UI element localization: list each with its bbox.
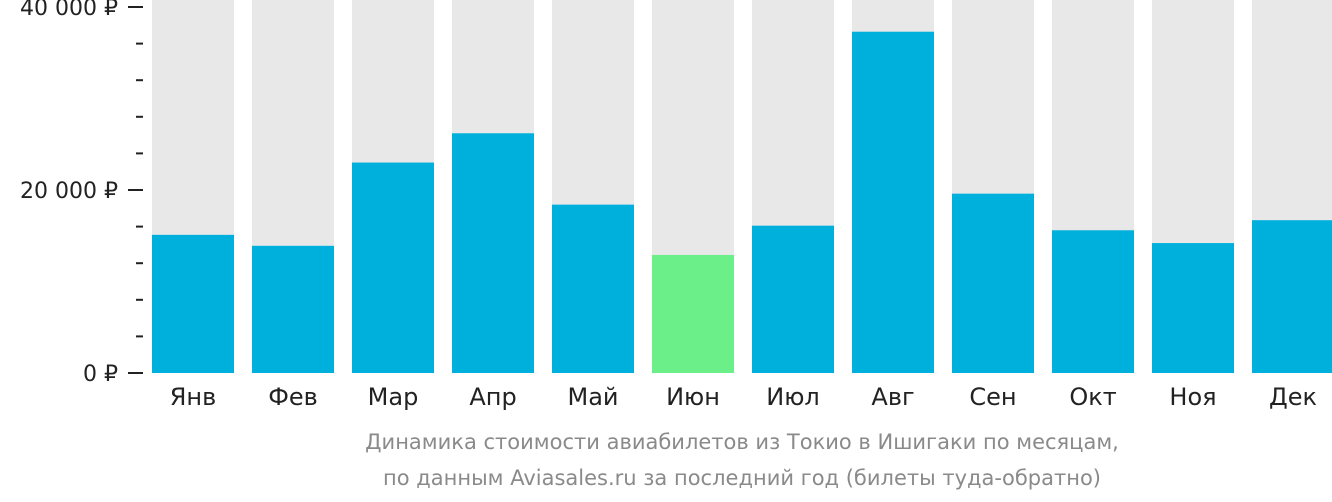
bar-9[interactable] [952, 193, 1034, 373]
bar-7[interactable] [752, 225, 834, 373]
chart-caption-line-2: по данным Aviasales.ru за последний год … [383, 466, 1101, 490]
y-tick-label: 40 000 ₽ [20, 0, 118, 21]
x-tick-label: Дек [1269, 383, 1317, 411]
data-bars [152, 31, 1332, 374]
y-axis: 0 ₽ 20 000 ₽ 40 000 ₽ [20, 0, 143, 387]
x-tick-label: Ноя [1169, 383, 1216, 411]
x-axis-labels: Янв Фев Мар Апр Май Июн Июл Авг Сен Окт Ноя Дек [170, 383, 1317, 411]
x-tick-label: Янв [170, 383, 217, 411]
x-tick-label: Окт [1069, 383, 1116, 411]
bar-6[interactable] [652, 254, 734, 373]
x-tick-label: Май [567, 383, 618, 411]
bar-3[interactable] [352, 162, 434, 373]
x-tick-label: Авг [871, 383, 914, 411]
bar-8[interactable] [852, 31, 934, 374]
bar-10[interactable] [1052, 230, 1134, 373]
bar-1[interactable] [152, 234, 234, 373]
bar-4[interactable] [452, 133, 534, 373]
chart-caption-line-1: Динамика стоимости авиабилетов из Токио … [365, 430, 1119, 454]
y-tick-label: 0 ₽ [83, 362, 118, 387]
x-tick-label: Сен [969, 383, 1016, 411]
bar-2[interactable] [252, 245, 334, 373]
bar-5[interactable] [552, 204, 634, 373]
bar-12[interactable] [1252, 220, 1332, 373]
bar-11[interactable] [1152, 243, 1234, 373]
x-tick-label: Июн [666, 383, 720, 411]
x-tick-label: Фев [268, 383, 318, 411]
x-tick-label: Июл [766, 383, 820, 411]
x-tick-label: Мар [368, 383, 419, 411]
x-tick-label: Апр [469, 383, 516, 411]
y-tick-label: 20 000 ₽ [20, 179, 118, 204]
